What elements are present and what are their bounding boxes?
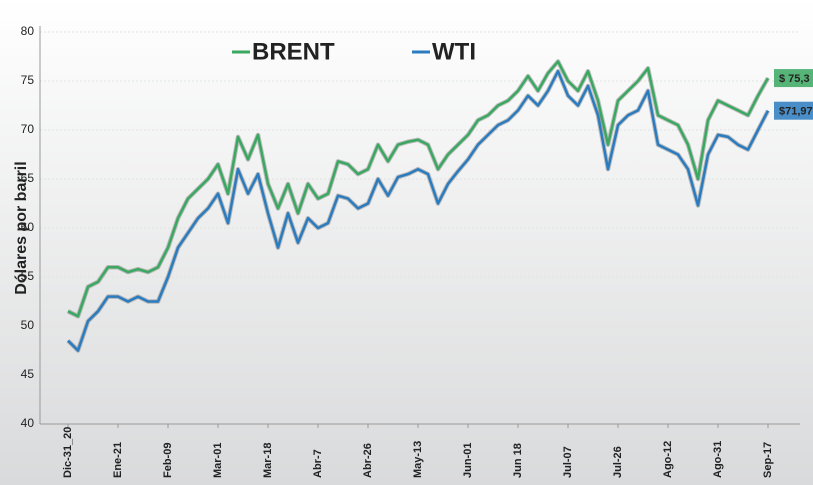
y-tick-label: 80 <box>21 24 35 38</box>
y-tick-label: 50 <box>21 318 35 332</box>
x-tick-label: Sep-17 <box>762 442 774 478</box>
x-tick-label: Jun 18 <box>512 443 524 478</box>
series-line <box>67 69 770 352</box>
x-tick-label: Jun-01 <box>462 443 474 478</box>
x-tick-label: Mar-18 <box>262 443 274 478</box>
y-tick-label: 45 <box>21 367 35 381</box>
end-label-box <box>774 69 813 88</box>
y-tick-label: 60 <box>21 220 35 234</box>
x-tick-label: Mar-01 <box>212 443 224 478</box>
y-tick-label: 75 <box>21 73 35 87</box>
x-tick-label: Ene-21 <box>112 442 124 478</box>
end-label: $ 75,3 <box>779 73 810 85</box>
x-tick-label: Jul-26 <box>612 446 624 478</box>
end-label: $71,97 <box>779 106 813 118</box>
x-tick-label: Dic-31_20 <box>62 427 74 478</box>
x-tick-label: Feb-09 <box>162 443 174 478</box>
x-tick-label: Ago-12 <box>662 441 674 478</box>
y-axis-label: Dólares por barril <box>13 161 30 294</box>
y-tick-label: 65 <box>21 171 35 185</box>
legend-label: BRENT <box>252 38 335 65</box>
y-tick-label: 55 <box>21 269 35 283</box>
x-tick-label: May-13 <box>412 441 424 478</box>
legend-label: WTI <box>432 38 476 65</box>
y-tick-label: 70 <box>21 122 35 136</box>
y-tick-label: 40 <box>21 416 35 430</box>
x-tick-label: Ago-31 <box>712 441 724 478</box>
end-label-box <box>774 101 813 120</box>
x-tick-label: Jul-07 <box>562 446 574 478</box>
series-line <box>67 60 770 318</box>
x-tick-label: Abr-26 <box>362 443 374 478</box>
x-tick-label: Abr-7 <box>312 449 324 478</box>
